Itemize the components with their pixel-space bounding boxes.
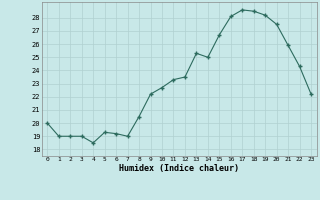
- X-axis label: Humidex (Indice chaleur): Humidex (Indice chaleur): [119, 164, 239, 173]
